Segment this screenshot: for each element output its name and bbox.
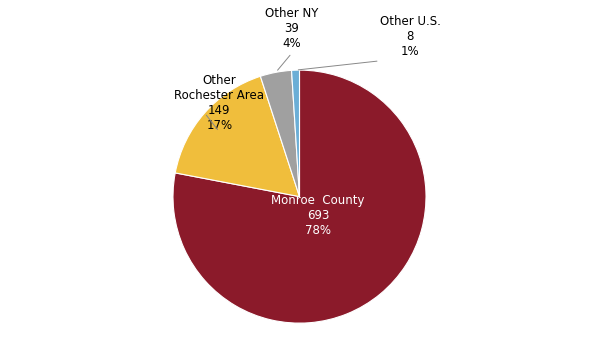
Wedge shape: [173, 70, 426, 323]
Wedge shape: [292, 70, 300, 197]
Wedge shape: [176, 76, 300, 197]
Wedge shape: [261, 70, 300, 197]
Text: Other U.S.
8
1%: Other U.S. 8 1%: [380, 15, 441, 58]
Text: Monroe  County
693
78%: Monroe County 693 78%: [271, 194, 365, 237]
Text: Other
Rochester Area
149
17%: Other Rochester Area 149 17%: [174, 74, 264, 132]
Text: Other NY
39
4%: Other NY 39 4%: [265, 7, 319, 50]
